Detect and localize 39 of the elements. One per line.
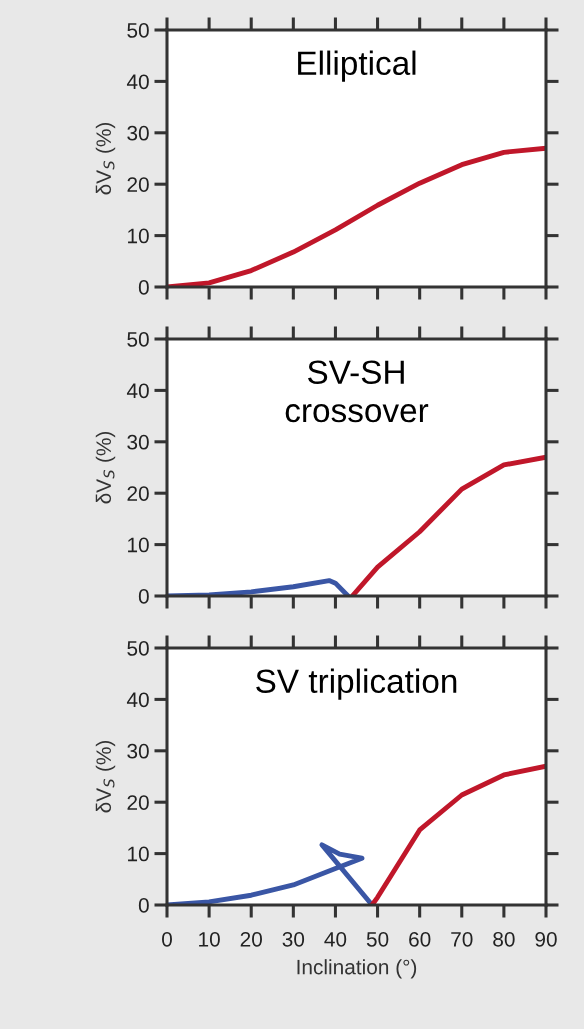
y-tick-label: 0	[138, 898, 149, 913]
y-axis-title: δV$_{S}$ (%)	[95, 431, 116, 504]
y-tick-label: 40	[126, 692, 149, 708]
y-tick-label: 50	[127, 23, 149, 38]
y-tick-label: 40	[126, 383, 149, 399]
x-tick-label: 40	[324, 931, 347, 947]
y-tick-label: 10	[128, 228, 149, 244]
x-tick-label: 0	[162, 931, 172, 947]
line-series	[349, 454, 546, 596]
y-tick-label: 10	[128, 846, 149, 862]
text: SV triplication	[256, 668, 457, 700]
y-tick-label: 20	[127, 795, 149, 810]
y-tick-label: 50	[127, 332, 149, 347]
y-tick-label: 30	[127, 434, 149, 450]
line-series	[369, 763, 546, 905]
y-tick-label: 0	[138, 589, 149, 604]
y-axis-title: δV$_{S}$ (%)	[95, 740, 116, 813]
x-tick-label: 30	[282, 931, 305, 947]
text: Elliptical	[298, 50, 416, 82]
x-tick-label: 90	[535, 931, 557, 947]
y-tick-label: 30	[127, 125, 149, 141]
y-tick-label: 30	[127, 743, 149, 759]
y-tick-label: 50	[127, 641, 149, 656]
x-tick-label: 80	[493, 931, 515, 947]
text: SV-SH crossover	[285, 360, 429, 423]
y-axis-title: δV$_{S}$ (%)	[95, 122, 116, 195]
line-series	[167, 842, 375, 905]
x-tick-label: 50	[366, 931, 389, 947]
line-series	[167, 578, 351, 596]
x-tick-label: 20	[240, 931, 262, 947]
y-tick-label: 40	[126, 74, 149, 90]
y-tick-label: 20	[127, 177, 149, 192]
x-tick-label: 70	[451, 931, 473, 947]
y-tick-label: 10	[128, 537, 149, 553]
y-tick-label: 0	[138, 280, 149, 295]
y-tick-label: 20	[127, 486, 149, 501]
x-tick-label: 10	[199, 931, 220, 947]
x-axis-title: Inclination (°)	[297, 959, 417, 979]
x-tick-label: 60	[409, 931, 431, 947]
